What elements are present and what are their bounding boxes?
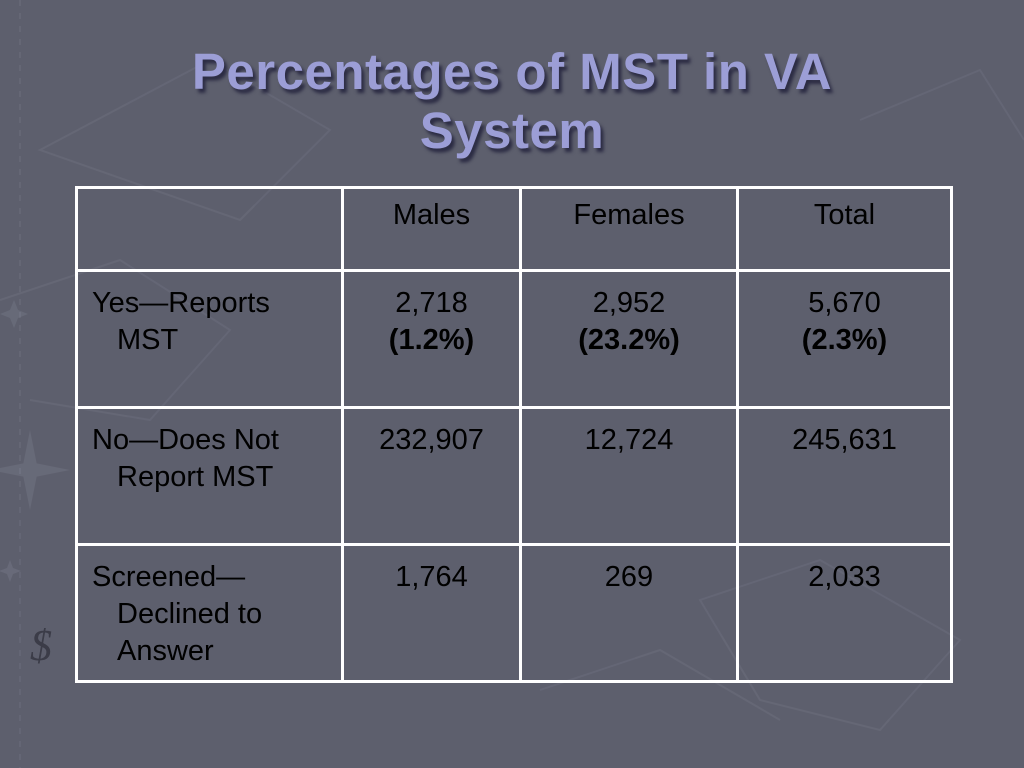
header-females: Females bbox=[519, 186, 739, 272]
table-header-row: Males Females Total bbox=[75, 186, 953, 272]
cell-no-total: 245,631 bbox=[736, 406, 953, 546]
cell-value: 1,764 bbox=[395, 561, 468, 593]
row-label-line: Answer bbox=[117, 635, 214, 668]
header-empty bbox=[75, 186, 344, 272]
star-icon bbox=[0, 560, 21, 582]
row-label-line: Declined to bbox=[117, 598, 263, 631]
cell-screened-males: 1,764 bbox=[341, 542, 522, 684]
row-label-line: MST bbox=[117, 324, 179, 357]
star-icon bbox=[0, 300, 28, 328]
header-males: Males bbox=[341, 186, 522, 272]
table-row: Screened— Declined to Answer 1,764 269 2… bbox=[75, 542, 953, 684]
cell-value: 2,033 bbox=[808, 561, 881, 593]
header-total: Total bbox=[736, 186, 953, 272]
row-label-yes-reports-mst: Yes—Reports MST bbox=[75, 269, 344, 409]
cell-value: 5,670 bbox=[808, 287, 881, 319]
compass-rose-icon bbox=[0, 430, 70, 510]
cell-percent: (1.2%) bbox=[388, 324, 475, 357]
title-line-2: System bbox=[419, 102, 605, 160]
cell-yes-females: 2,952 (23.2%) bbox=[519, 269, 739, 409]
cell-yes-males: 2,718 (1.2%) bbox=[341, 269, 522, 409]
cell-percent: (23.2%) bbox=[578, 324, 680, 357]
cell-screened-females: 269 bbox=[519, 542, 739, 684]
cell-no-males: 232,907 bbox=[341, 406, 522, 546]
cell-no-females: 12,724 bbox=[519, 406, 739, 546]
row-label-line: Yes—Reports bbox=[92, 287, 270, 319]
row-label-screened-declined: Screened— Declined to Answer bbox=[75, 542, 344, 684]
dollar-glyph: $ bbox=[30, 621, 52, 670]
cell-percent: (2.3%) bbox=[801, 324, 888, 357]
row-label-line: Report MST bbox=[117, 461, 274, 494]
table-row: Yes—Reports MST 2,718 (1.2%) 2,952 (23.2… bbox=[75, 269, 953, 409]
cell-screened-total: 2,033 bbox=[736, 542, 953, 684]
cell-value: 12,724 bbox=[584, 424, 674, 456]
cell-value: 245,631 bbox=[792, 424, 897, 456]
page-title: Percentages of MST in VA System bbox=[0, 42, 1024, 160]
cell-value: 2,718 bbox=[395, 287, 468, 319]
mst-table: Males Females Total Yes—Reports MST 2,71… bbox=[75, 186, 953, 684]
row-label-line: No—Does Not bbox=[92, 424, 279, 456]
cell-yes-total: 5,670 (2.3%) bbox=[736, 269, 953, 409]
cell-value: 232,907 bbox=[379, 424, 484, 456]
cell-value: 2,952 bbox=[592, 287, 666, 319]
title-line-1: Percentages of MST in VA bbox=[191, 43, 833, 100]
cell-value: 269 bbox=[604, 561, 654, 593]
table-row: No—Does Not Report MST 232,907 12,724 24… bbox=[75, 406, 953, 546]
row-label-no-does-not-report: No—Does Not Report MST bbox=[75, 406, 344, 546]
row-label-line: Screened— bbox=[92, 561, 246, 593]
